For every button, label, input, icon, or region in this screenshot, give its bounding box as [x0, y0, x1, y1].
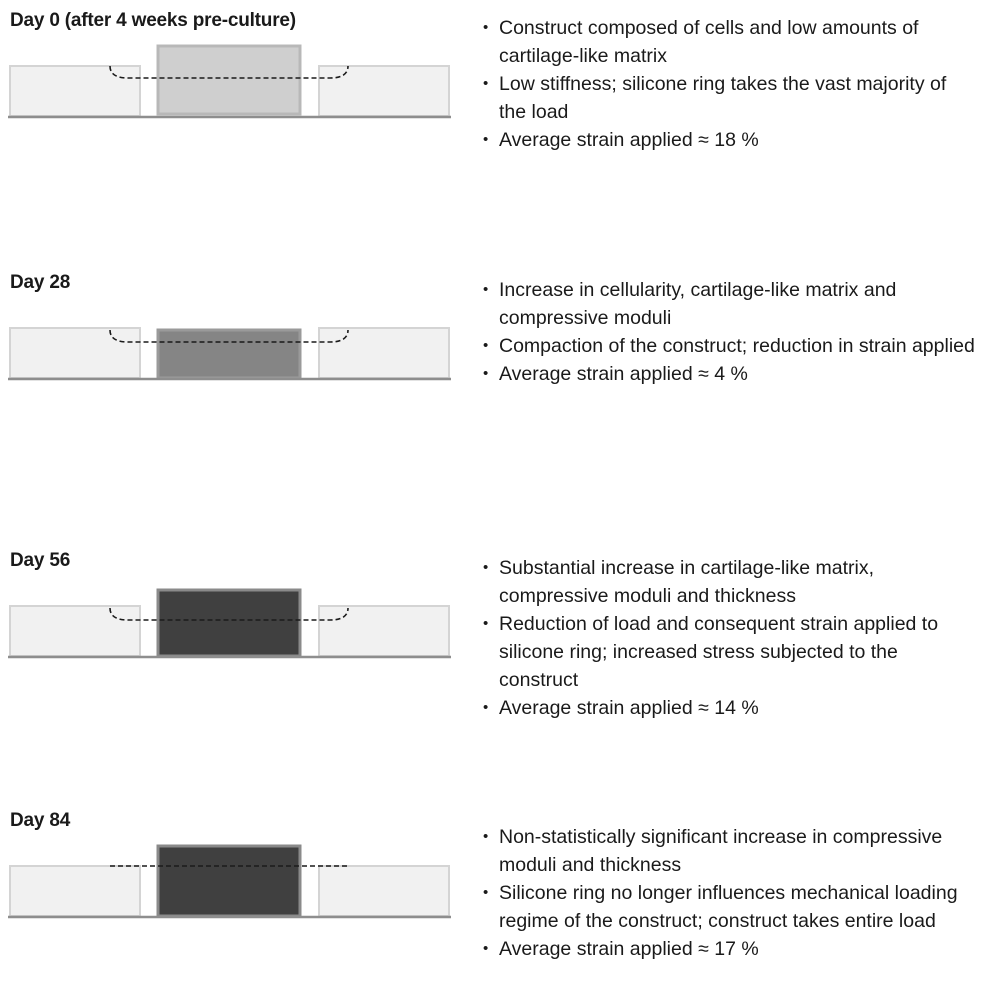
- stage-day-0: Day 0 (after 4 weeks pre-culture) Constr…: [0, 0, 983, 230]
- stage-title: Day 56: [10, 550, 71, 571]
- construct: [156, 328, 302, 380]
- stage-bullets: Increase in cellularity, cartilage-like …: [483, 276, 978, 388]
- silicone-ring-left: [9, 65, 141, 117]
- stage-bullets: Construct composed of cells and low amou…: [483, 14, 973, 154]
- stage-day-28: Day 28 Increase in cellularity, cartilag…: [0, 262, 983, 492]
- bullet-item: Reduction of load and consequent strain …: [483, 610, 943, 694]
- construct-diagram: [8, 588, 451, 659]
- silicone-ring-right: [318, 865, 450, 917]
- silicone-ring-right: [318, 327, 450, 379]
- bullet-item: Average strain applied ≈ 14 %: [483, 694, 943, 722]
- bullet-item: Construct composed of cells and low amou…: [483, 14, 973, 70]
- stage-bullets: Substantial increase in cartilage-like m…: [483, 554, 943, 722]
- stage-title: Day 84: [10, 810, 71, 831]
- bullet-item: Substantial increase in cartilage-like m…: [483, 554, 943, 610]
- stage-title: Day 0 (after 4 weeks pre-culture): [10, 10, 296, 31]
- bullet-item: Silicone ring no longer influences mecha…: [483, 879, 978, 935]
- strain-profile-line: [109, 607, 349, 621]
- construct: [156, 844, 302, 918]
- stage-title: Day 28: [10, 272, 71, 293]
- bullet-item: Average strain applied ≈ 18 %: [483, 126, 973, 154]
- stage-day-84: Day 84 Non-statistically significant inc…: [0, 803, 983, 992]
- bullet-item: Average strain applied ≈ 17 %: [483, 935, 978, 963]
- stage-day-56: Day 56 Substantial increase in cartilage…: [0, 540, 983, 770]
- silicone-ring-left: [9, 605, 141, 657]
- silicone-ring-left: [9, 327, 141, 379]
- strain-profile-line: [109, 65, 349, 79]
- construct-diagram: [8, 327, 451, 381]
- stage-bullets: Non-statistically significant increase i…: [483, 823, 978, 963]
- silicone-ring-right: [318, 605, 450, 657]
- construct: [156, 588, 302, 658]
- bullet-item: Average strain applied ≈ 4 %: [483, 360, 978, 388]
- construct-diagram: [8, 844, 451, 919]
- bullet-item: Increase in cellularity, cartilage-like …: [483, 276, 978, 332]
- construct: [156, 44, 302, 116]
- bullet-item: Non-statistically significant increase i…: [483, 823, 978, 879]
- strain-profile-line: [109, 329, 349, 343]
- silicone-ring-left: [9, 865, 141, 917]
- construct-diagram: [8, 44, 451, 119]
- silicone-ring-right: [318, 65, 450, 117]
- bullet-item: Low stiffness; silicone ring takes the v…: [483, 70, 973, 126]
- bullet-item: Compaction of the construct; reduction i…: [483, 332, 978, 360]
